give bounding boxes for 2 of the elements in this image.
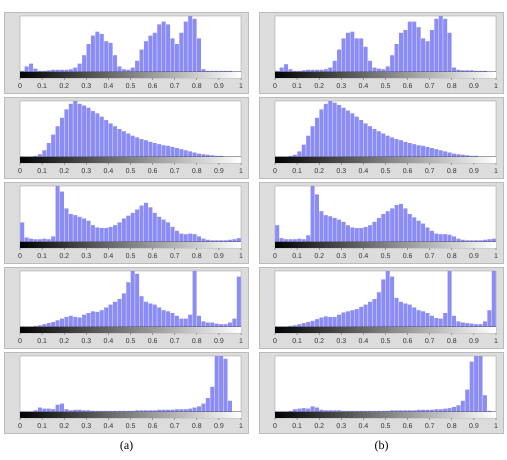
text: (a) xyxy=(118,438,134,453)
text: (b) xyxy=(374,438,390,453)
